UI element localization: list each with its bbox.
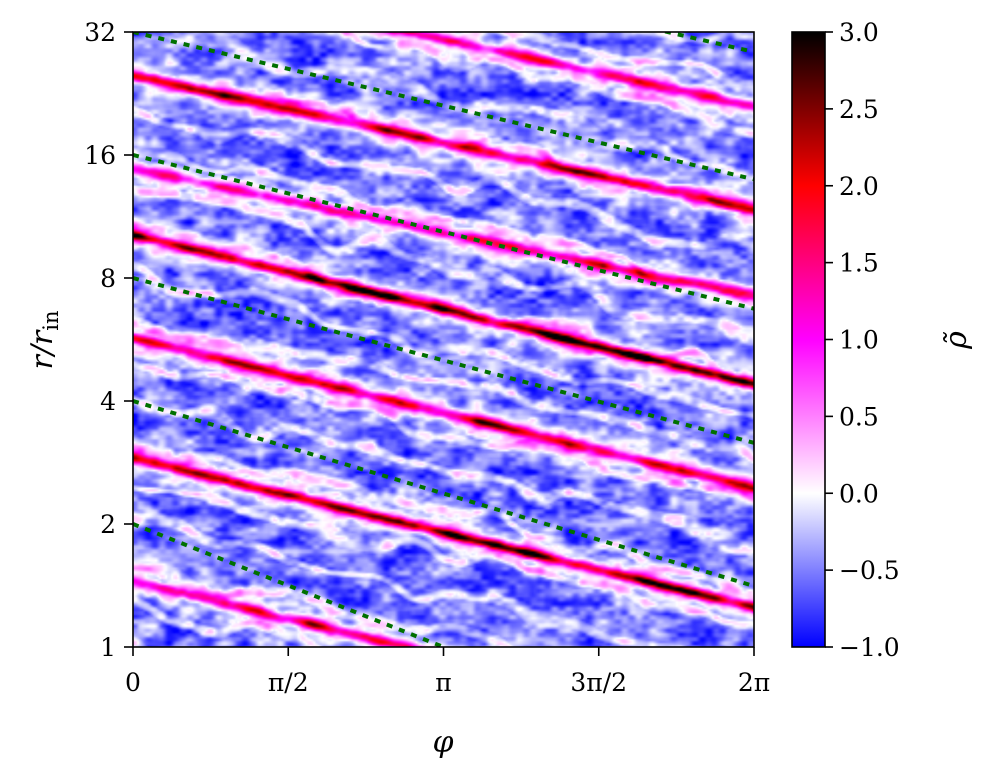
heatmap-plot xyxy=(132,31,755,648)
colorbar-tick-label: 1.0 xyxy=(839,326,879,355)
y-tick-label: 32 xyxy=(84,18,116,47)
x-tick-label: 3π/2 xyxy=(570,668,627,697)
y-tick-label: 4 xyxy=(100,387,116,416)
colorbar-tick-label: 0.0 xyxy=(839,479,879,508)
colorbar-tick-label: 0.5 xyxy=(839,402,879,431)
y-axis-label: r/rin xyxy=(25,310,63,369)
y-axis-label-main: r/r xyxy=(25,329,60,369)
colorbar-label: ρ̃ xyxy=(939,331,974,350)
x-tick-label: π xyxy=(435,668,451,697)
x-tick-label: 2π xyxy=(738,668,770,697)
y-axis-label-sub: in xyxy=(39,310,63,330)
spiral-guide-line xyxy=(133,32,754,182)
spiral-guide-line xyxy=(133,276,754,445)
spiral-guide-line xyxy=(133,399,754,588)
colorbar-ticks: 3.0 2.5 2.0 1.5 1.0 0.5 0.0 −0.5 −1.0 xyxy=(825,18,900,662)
y-tick-label: 1 xyxy=(100,633,116,662)
y-axis: 1 2 4 8 16 32 xyxy=(84,18,133,662)
x-tick-label: 0 xyxy=(125,668,141,697)
colorbar-tick-label: 2.0 xyxy=(839,172,879,201)
colorbar-tick-label: 3.0 xyxy=(839,18,879,47)
density-field xyxy=(133,32,754,647)
colorbar-gradient xyxy=(792,32,825,647)
x-axis: 0 π/2 π 3π/2 2π xyxy=(125,647,770,697)
spiral-guide-lines xyxy=(133,32,754,647)
y-tick-label: 2 xyxy=(100,510,116,539)
colorbar-tick-label: −1.0 xyxy=(839,633,900,662)
spiral-guide-line xyxy=(133,153,754,311)
x-axis-label: φ xyxy=(432,725,453,760)
y-tick-label: 16 xyxy=(84,141,116,170)
x-tick-label: π/2 xyxy=(268,668,309,697)
y-tick-label: 8 xyxy=(100,264,116,293)
colorbar: 3.0 2.5 2.0 1.5 1.0 0.5 0.0 −0.5 −1.0 ρ̃ xyxy=(791,18,974,662)
colorbar-tick-label: 2.5 xyxy=(839,95,879,124)
colorbar-tick-label: 1.5 xyxy=(839,249,879,278)
colorbar-tick-label: −0.5 xyxy=(839,556,900,585)
